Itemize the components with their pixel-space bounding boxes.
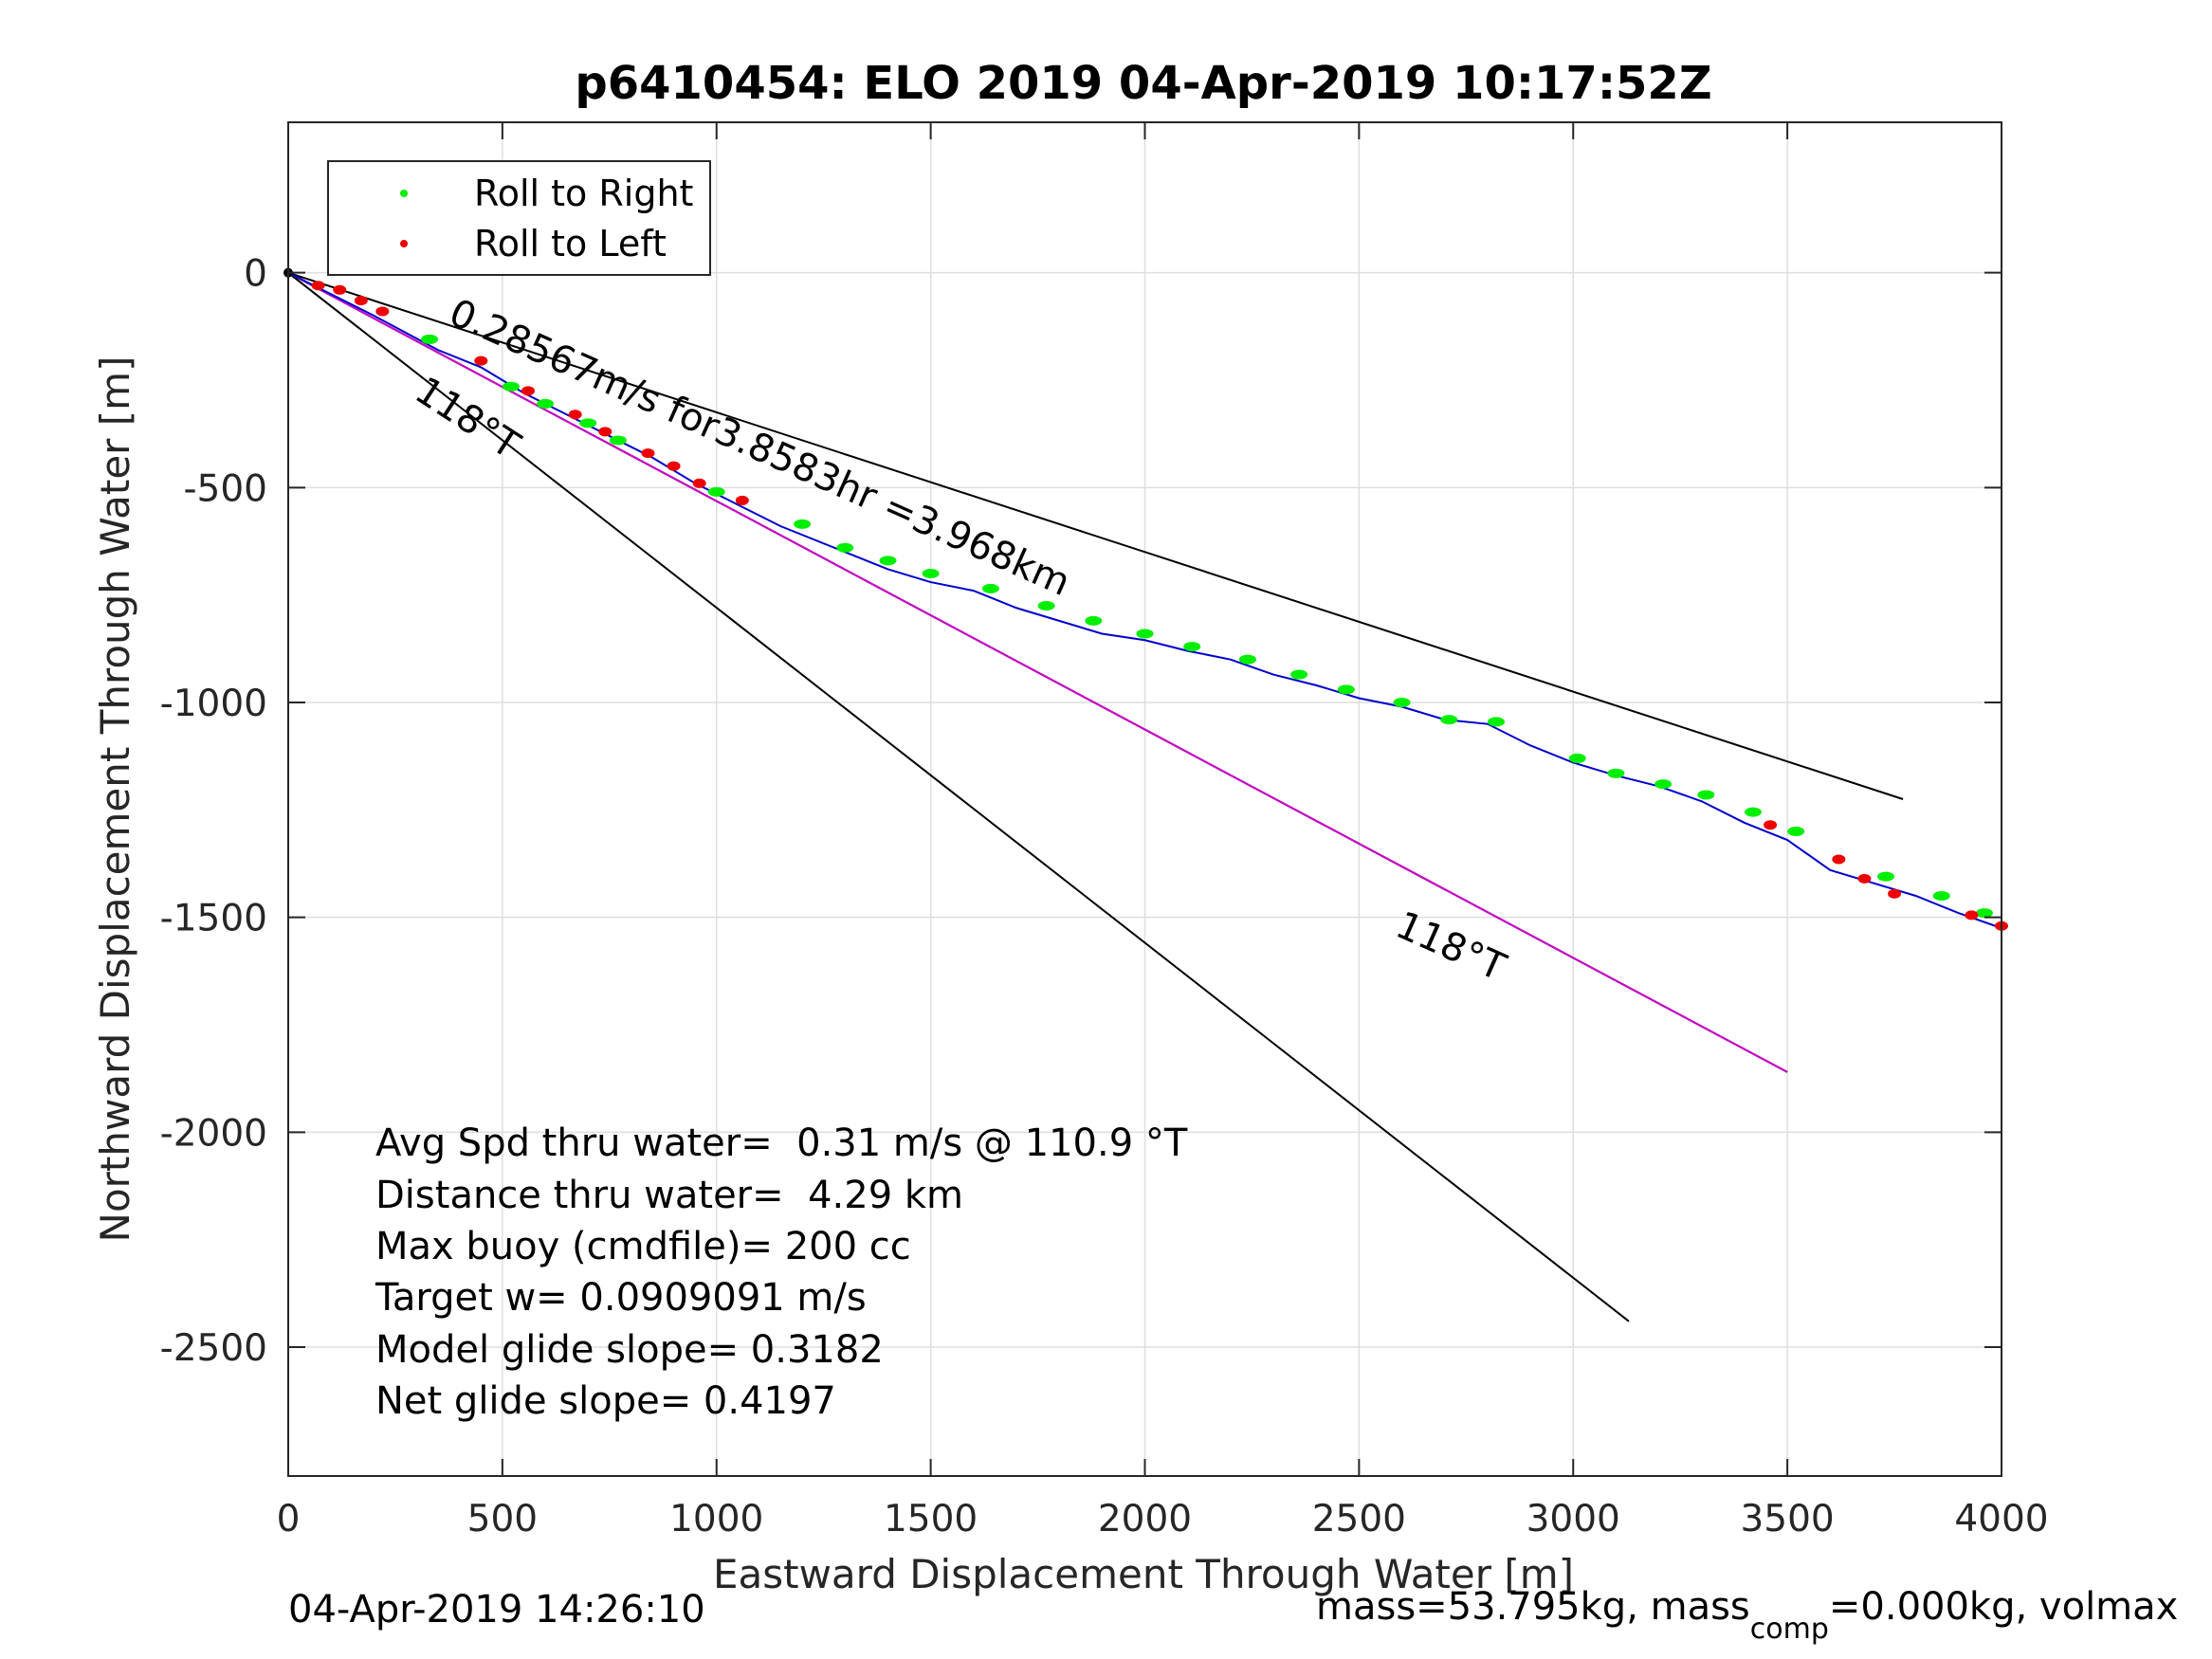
- roll-right-point: [1877, 871, 1895, 882]
- y-tick-label-3: -1500: [160, 898, 267, 940]
- chart-title: p6410454: ELO 2019 04-Apr-2019 10:17:52Z: [575, 57, 1711, 110]
- roll-left-point: [1832, 854, 1846, 865]
- roll-left-point: [667, 461, 681, 471]
- stat-max-buoy: Max buoy (cmdfile)= 200 cc: [375, 1225, 911, 1268]
- roll-right-point: [1440, 715, 1458, 725]
- roll-right-point: [421, 334, 439, 344]
- roll-left-point: [735, 495, 749, 505]
- ticks: 0 500 1000 1500 2000 2500 3000 3500 4000 0 -500 -10…: [160, 122, 2049, 1540]
- roll-right-point: [1697, 790, 1715, 800]
- roll-right-point: [1393, 698, 1411, 707]
- legend-marker-roll-left: [400, 240, 408, 247]
- roll-right-point: [1932, 891, 1950, 901]
- legend: Roll to Right Roll to Left: [327, 160, 711, 276]
- x-tick-label-7: 3500: [1740, 1498, 1834, 1540]
- legend-label-roll-right: Roll to Right: [474, 173, 693, 214]
- roll-right-point: [1183, 642, 1201, 652]
- x-tick-label-1: 500: [467, 1498, 538, 1540]
- roll-right-point: [1487, 717, 1505, 727]
- roll-right-point: [1607, 768, 1625, 778]
- roll-right-point: [1037, 601, 1055, 611]
- x-axis-label: Eastward Displacement Through Water [m]: [713, 1551, 1574, 1597]
- ref-line-upper-bound: [287, 271, 1904, 800]
- roll-right-point: [579, 418, 597, 428]
- y-axis-label: Northward Displacement Through Water [m]: [92, 356, 138, 1243]
- roll-left-point: [333, 284, 347, 295]
- roll-right-point: [1085, 615, 1103, 626]
- roll-right-point: [1337, 684, 1355, 695]
- roll-right-point: [879, 556, 897, 566]
- roll-left-point: [568, 410, 582, 420]
- x-tick-label-8: 4000: [1954, 1498, 2048, 1540]
- roll-right-point: [1238, 654, 1256, 665]
- roll-left-point: [474, 356, 488, 366]
- x-tick-label-0: 0: [277, 1498, 301, 1540]
- roll-left-point: [311, 281, 325, 291]
- roll-left-point: [354, 296, 368, 306]
- y-tick-label-2: -1000: [160, 683, 267, 725]
- stat-distance: Distance thru water= 4.29 km: [375, 1174, 963, 1217]
- footer-mass-prefix: mass=53.795kg, mass: [1316, 1585, 1750, 1629]
- ref-line-heading-118-outer: [287, 271, 1630, 1322]
- y-tick-label-0: 0: [244, 253, 267, 296]
- roll-left-point: [692, 478, 706, 488]
- roll-right-point: [1136, 629, 1154, 639]
- y-tick-label-5: -2500: [160, 1327, 267, 1370]
- roll-right-point: [1787, 827, 1805, 836]
- roll-right-point: [502, 381, 520, 392]
- roll-left-point: [1764, 820, 1778, 830]
- roll-right-point: [707, 486, 725, 497]
- roll-left-point: [1888, 888, 1902, 899]
- roll-right-point: [981, 583, 999, 593]
- roll-left-point: [375, 306, 390, 317]
- roll-right-point: [1568, 753, 1586, 763]
- roll-right-point: [794, 519, 812, 529]
- x-tick-label-6: 3000: [1526, 1498, 1620, 1540]
- roll-right-point: [609, 435, 627, 446]
- roll-right-point: [836, 542, 854, 553]
- x-tick-label-2: 1000: [669, 1498, 763, 1540]
- footer-mass-suffix: =0.000kg, volmax: [1829, 1585, 2178, 1629]
- stat-avg-speed: Avg Spd thru water= 0.31 m/s @ 110.9 °T: [375, 1121, 1188, 1165]
- roll-right-point: [1975, 908, 1993, 919]
- roll-left-point: [598, 427, 612, 437]
- roll-left-point: [521, 386, 535, 396]
- stat-model-glide-slope: Model glide slope= 0.3182: [375, 1328, 884, 1372]
- legend-label-roll-left: Roll to Left: [474, 223, 667, 264]
- stat-net-glide-slope: Net glide slope= 0.4197: [375, 1379, 836, 1423]
- x-tick-label-3: 1500: [884, 1498, 978, 1540]
- y-tick-label-1: -500: [183, 467, 267, 510]
- x-tick-label-4: 2000: [1098, 1498, 1192, 1540]
- roll-right-point: [1744, 807, 1762, 817]
- roll-left-point: [1965, 910, 1979, 921]
- footer-timestamp: 04-Apr-2019 14:26:10: [288, 1588, 705, 1632]
- roll-left-point: [641, 448, 655, 459]
- footer-mass-sub: comp: [1750, 1613, 1829, 1646]
- footer-mass-info: mass=53.795kg, masscomp=0.000kg, volmax: [1316, 1585, 2178, 1646]
- stats-block: Avg Spd thru water= 0.31 m/s @ 110.9 °T …: [375, 1121, 1188, 1423]
- roll-right-point: [537, 398, 555, 409]
- roll-left-point: [1857, 873, 1872, 884]
- roll-right-point: [922, 569, 940, 578]
- stat-target-w: Target w= 0.0909091 m/s: [375, 1276, 867, 1320]
- x-tick-label-5: 2500: [1312, 1498, 1406, 1540]
- legend-marker-roll-right: [400, 190, 408, 197]
- legend-box: [327, 160, 711, 276]
- roll-right-point: [1654, 779, 1673, 790]
- y-tick-label-4: -2000: [160, 1112, 267, 1155]
- roll-right-point: [1290, 669, 1308, 680]
